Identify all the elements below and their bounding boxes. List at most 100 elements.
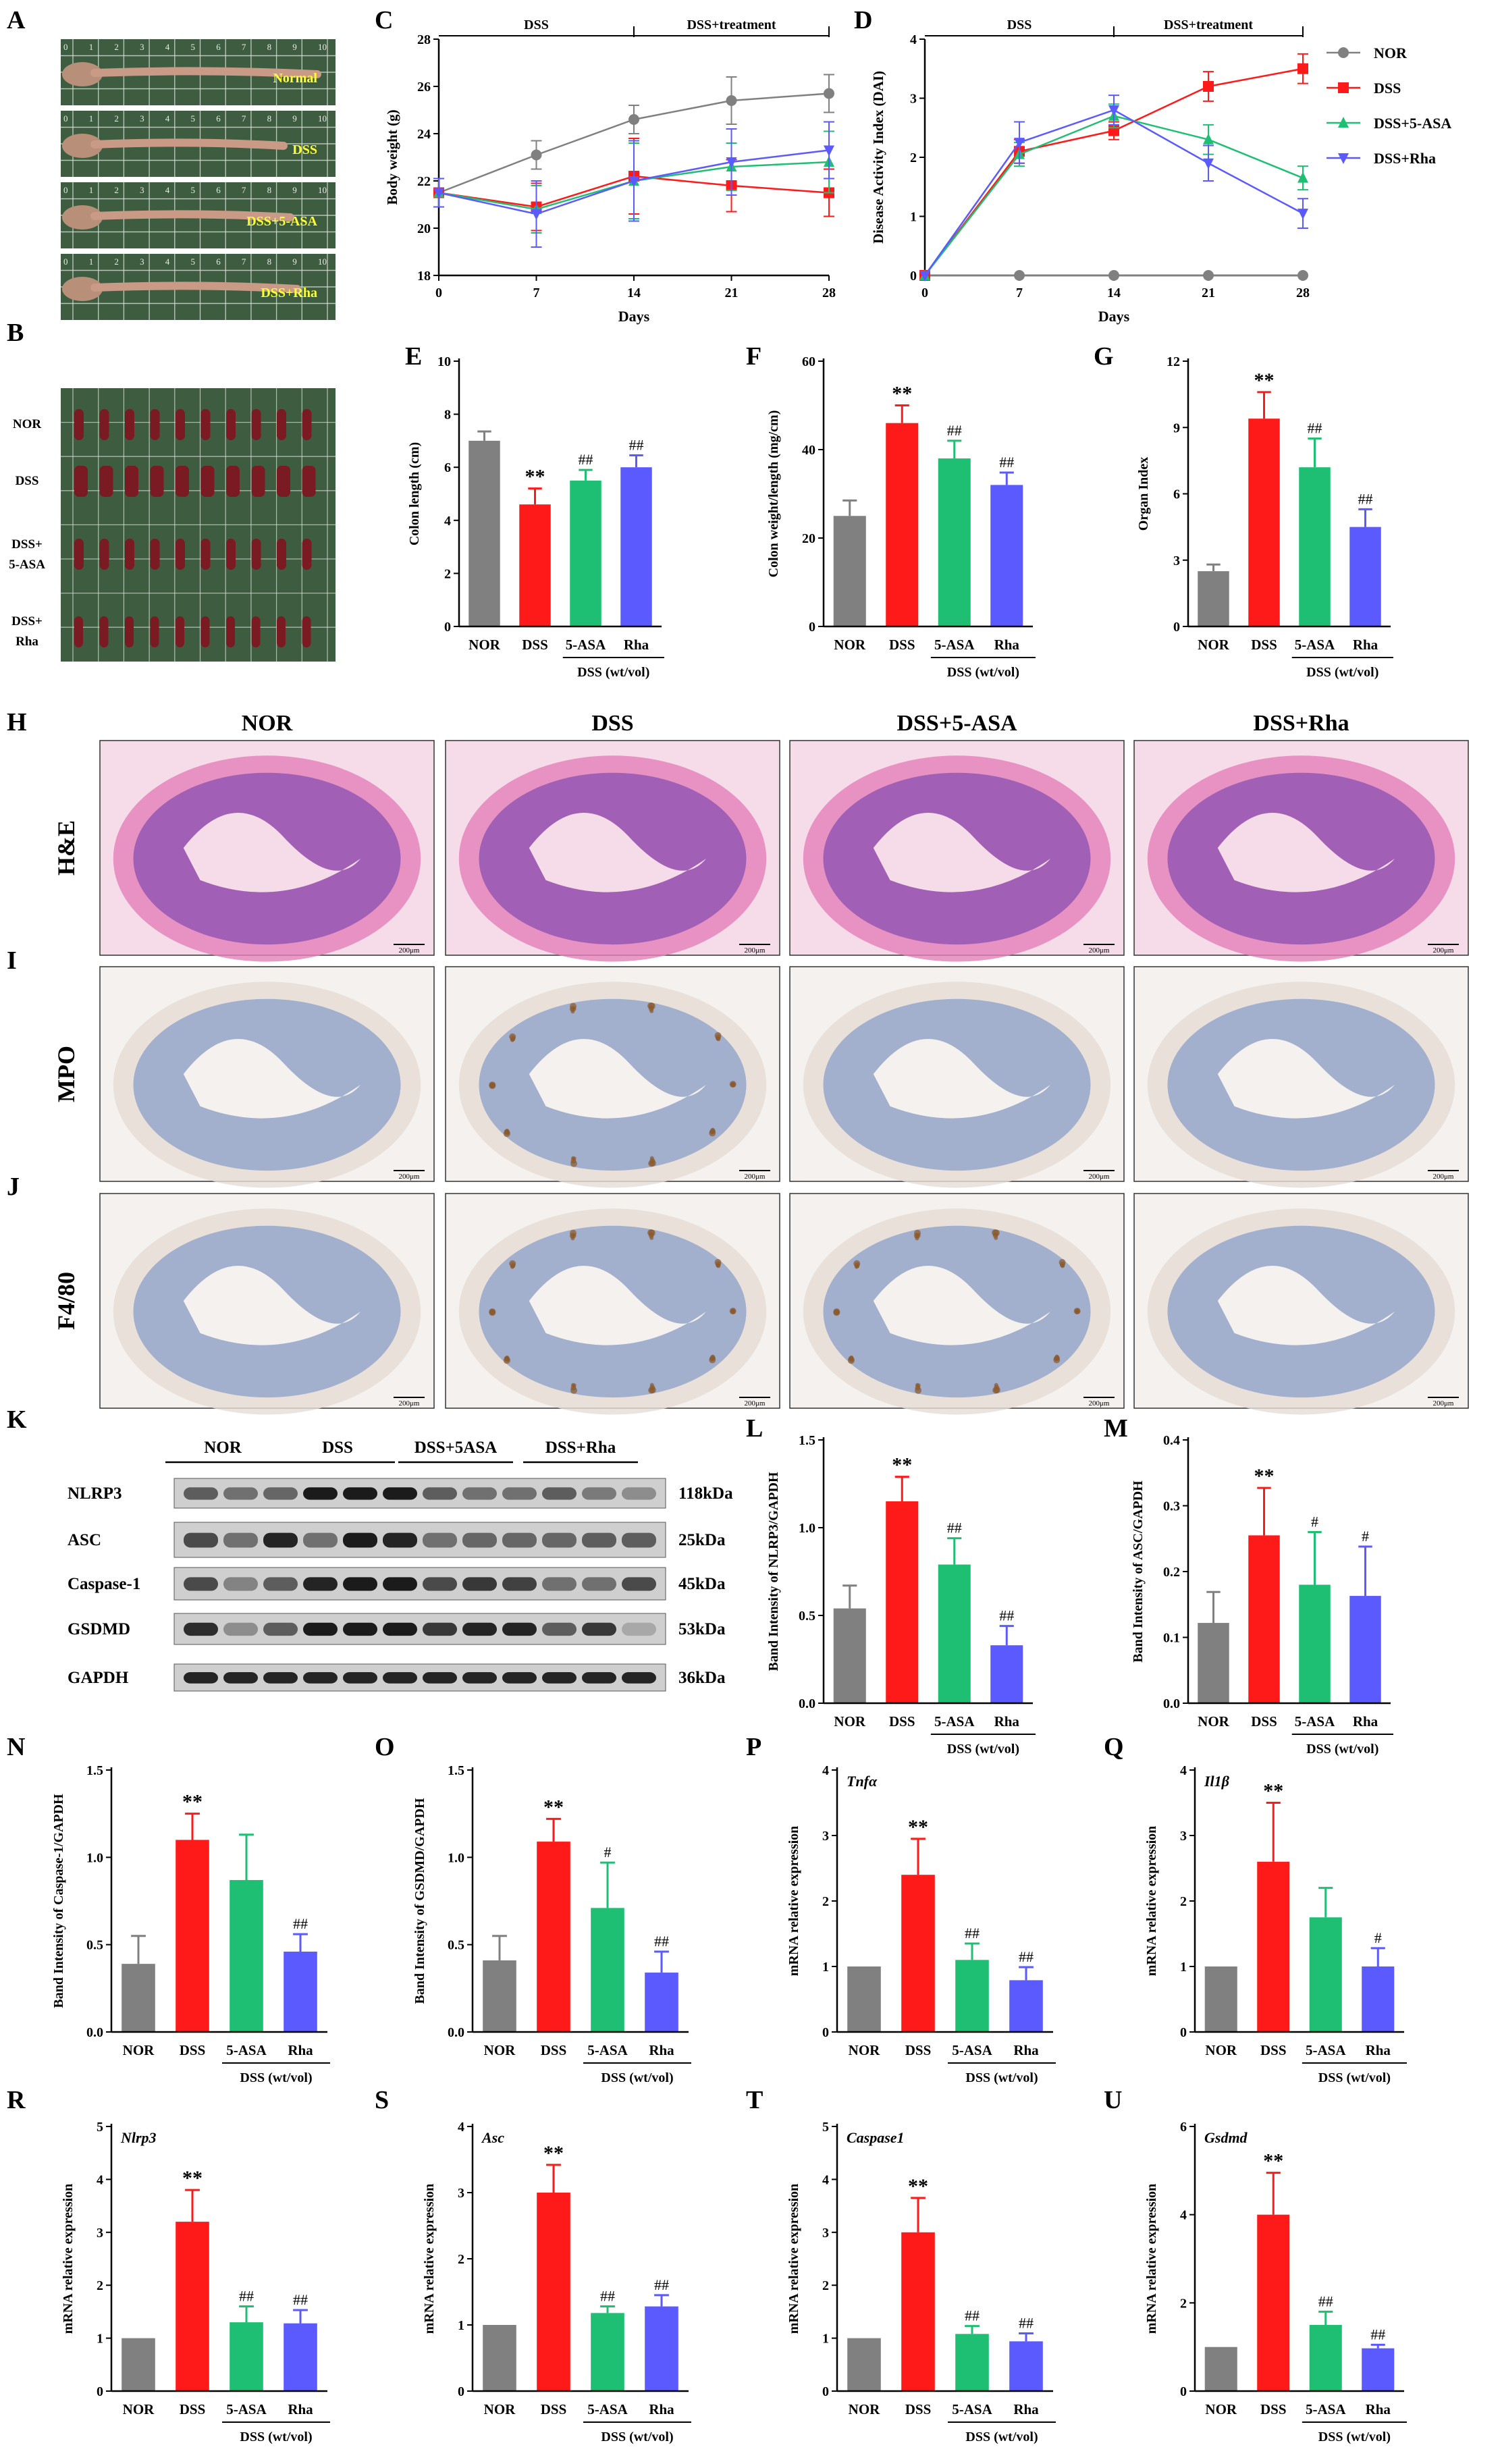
histology-row-title: MPO bbox=[53, 1046, 80, 1102]
panel-letter-M: M bbox=[1104, 1414, 1128, 1443]
category-label: 5-ASA bbox=[934, 1713, 975, 1730]
category-label: Rha bbox=[649, 2042, 674, 2058]
significance-mark: ## bbox=[629, 437, 644, 454]
bar bbox=[537, 1842, 570, 2032]
blot-band bbox=[263, 1672, 298, 1684]
bar bbox=[176, 2222, 209, 2391]
ruler-tick: 1 bbox=[89, 42, 94, 52]
bar bbox=[230, 1879, 263, 2032]
spleen-shape bbox=[125, 616, 134, 647]
blot-band bbox=[622, 1532, 656, 1548]
ruler-tick: 5 bbox=[191, 185, 196, 195]
panel-letter-Q: Q bbox=[1104, 1733, 1124, 1761]
y-tick-label: 0.3 bbox=[1163, 1499, 1180, 1514]
category-label: NOR bbox=[1198, 637, 1230, 653]
blot-band bbox=[582, 1532, 616, 1548]
y-tick-label: 0 bbox=[1180, 2384, 1187, 2399]
y-tick-label: 5 bbox=[97, 2120, 103, 2135]
colon-photo-3: 0 1 2 3 4 5 6 7 8 9 10 DSS+Rha bbox=[61, 254, 336, 320]
blot-band bbox=[343, 1532, 377, 1548]
protein-label: NLRP3 bbox=[68, 1484, 122, 1503]
gene-label: Tnfα bbox=[847, 1773, 878, 1790]
y-tick-label: 3 bbox=[822, 1829, 829, 1844]
spleen-shape bbox=[125, 466, 138, 497]
bar bbox=[1362, 2348, 1395, 2391]
blot-band bbox=[622, 1487, 656, 1500]
category-label: Rha bbox=[1013, 2042, 1039, 2058]
category-label: 5-ASA bbox=[587, 2042, 628, 2058]
blot-band bbox=[423, 1532, 457, 1548]
scale-bar-label: 200μm bbox=[1089, 946, 1110, 955]
histology-image: 200μm bbox=[789, 966, 1125, 1188]
ruler-tick: 6 bbox=[216, 257, 221, 267]
y-tick-label: 4 bbox=[910, 32, 917, 47]
scale-bar-label: 200μm bbox=[745, 1399, 766, 1408]
stain-dot bbox=[647, 1229, 655, 1236]
ruler-tick: 0 bbox=[63, 113, 68, 124]
stain-dot bbox=[649, 1386, 656, 1393]
y-tick-label: 8 bbox=[444, 408, 451, 423]
significance-mark: ** bbox=[543, 1796, 564, 1818]
bar-chart-M: ** # #0.0 0.1 0.2 0.3 0.4 NOR DSS 5-ASA Rha DSS (wt… bbox=[1131, 1433, 1393, 1757]
stain-dot bbox=[853, 1260, 861, 1267]
ruler-tick: 6 bbox=[216, 42, 221, 52]
significance-mark: ## bbox=[239, 2288, 254, 2305]
stain-dot bbox=[569, 1006, 575, 1012]
blot-band bbox=[542, 1532, 577, 1548]
panel-letter-I: I bbox=[7, 946, 17, 975]
significance-mark: ** bbox=[525, 466, 545, 488]
spleen-shape bbox=[251, 409, 261, 440]
panel-letter-A: A bbox=[7, 6, 26, 34]
y-tick-label: 20 bbox=[417, 221, 431, 236]
spleen-row-label: 5-ASA bbox=[9, 558, 45, 572]
y-tick-label: 4 bbox=[444, 514, 451, 529]
bar bbox=[570, 480, 601, 626]
y-tick-label: 6 bbox=[1173, 487, 1180, 502]
spleen-shape bbox=[251, 539, 261, 570]
data-point bbox=[1297, 270, 1308, 281]
legend: NOR DSS DSS+5-ASA DSS+Rha bbox=[1327, 45, 1451, 167]
blot-group-label: DSS bbox=[322, 1439, 353, 1457]
lumen bbox=[529, 812, 707, 892]
panel-letter-D: D bbox=[854, 6, 872, 34]
category-label: 5-ASA bbox=[226, 2042, 267, 2058]
ruler-tick: 0 bbox=[63, 257, 68, 267]
category-label: Rha bbox=[1013, 2401, 1039, 2417]
ruler-tick: 2 bbox=[114, 185, 119, 195]
y-tick-label: 0 bbox=[910, 269, 917, 284]
category-label: DSS bbox=[1260, 2042, 1287, 2058]
bar bbox=[1299, 467, 1331, 626]
significance-mark: ** bbox=[1254, 1465, 1275, 1487]
bar bbox=[1257, 1861, 1290, 2032]
x-tick-label: 21 bbox=[1202, 286, 1215, 300]
spleen-shape bbox=[277, 616, 286, 647]
colon-photo-0: 0 1 2 3 4 5 6 7 8 9 10 Normal bbox=[61, 39, 336, 105]
y-tick-label: 18 bbox=[417, 269, 431, 284]
y-tick-label: 0.1 bbox=[1163, 1631, 1180, 1646]
ruler-tick: 9 bbox=[292, 42, 297, 52]
panel-letter-S: S bbox=[375, 2086, 389, 2114]
category-label: Rha bbox=[288, 2042, 313, 2058]
panel-letter-T: T bbox=[746, 2086, 763, 2114]
y-axis-title: mRNA relative expression bbox=[1144, 2184, 1159, 2334]
stain-dot bbox=[849, 1356, 855, 1362]
blot-band bbox=[502, 1622, 537, 1636]
spleen-shape bbox=[200, 539, 211, 570]
category-label: NOR bbox=[834, 1713, 866, 1730]
y-tick-label: 0 bbox=[809, 620, 815, 635]
cecum-shape bbox=[62, 134, 103, 158]
blot-band bbox=[582, 1622, 616, 1636]
ruler-tick: 0 bbox=[63, 42, 68, 52]
spleen-shape bbox=[200, 466, 215, 497]
category-label: DSS bbox=[1251, 1713, 1277, 1730]
category-label: 5-ASA bbox=[952, 2042, 992, 2058]
category-label: NOR bbox=[849, 2401, 881, 2417]
y-tick-label: 1 bbox=[1180, 1960, 1187, 1975]
ruler-tick: 3 bbox=[140, 185, 144, 195]
blot-band bbox=[303, 1622, 338, 1636]
x-tick-label: 28 bbox=[822, 286, 836, 300]
y-tick-label: 0.0 bbox=[86, 2025, 103, 2040]
scale-bar-label: 200μm bbox=[399, 1399, 420, 1408]
blot-band bbox=[622, 1577, 656, 1591]
histology-image: 200μm bbox=[99, 740, 435, 962]
